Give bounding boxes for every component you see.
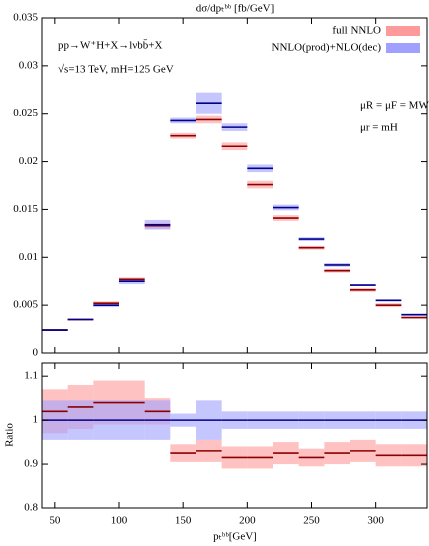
y-tick-label: 0 [33,347,39,359]
y-tick-label: 0.8 [24,502,38,514]
legend-label: NNLO(prod)+NLO(dec) [272,42,382,54]
x-tick-label: 200 [239,515,256,527]
annotation: pp→W⁺H+X→lνbb̄+X [58,39,163,51]
legend-swatch [386,43,420,53]
x-tick-label: 300 [367,515,384,527]
annotation: μr = mH [360,122,398,134]
annotation: μR = μF = MWH [360,100,429,112]
legend-label: full NNLO [332,25,381,37]
y-tick-label: 1.1 [24,370,38,382]
y-tick-label: 0.005 [13,299,38,311]
y-tick-label: 1 [33,414,39,426]
plot-frame [41,362,428,509]
y-tick-label: 0.035 [13,12,38,24]
x-axis-label: pₜᵇᵇ[GeV] [213,531,257,543]
y-tick-label: 0.02 [19,155,38,167]
x-tick-label: 100 [111,515,128,527]
chart-title: dσ/dpₜᵇᵇ [fb/GeV] [196,3,275,15]
y-axis-label: Ratio [4,423,16,447]
x-tick-label: 250 [303,515,320,527]
x-tick-label: 50 [49,515,61,527]
y-tick-label: 0.01 [19,251,38,263]
plot-frame [41,17,428,354]
annotation: √s=13 TeV, mH=125 GeV [58,64,174,76]
legend-swatch [386,26,420,36]
y-tick-label: 0.015 [13,203,38,215]
x-tick-label: 150 [175,515,192,527]
y-tick-label: 0.025 [13,107,38,119]
y-tick-label: 0.03 [19,59,39,71]
y-tick-label: 0.9 [24,458,38,470]
